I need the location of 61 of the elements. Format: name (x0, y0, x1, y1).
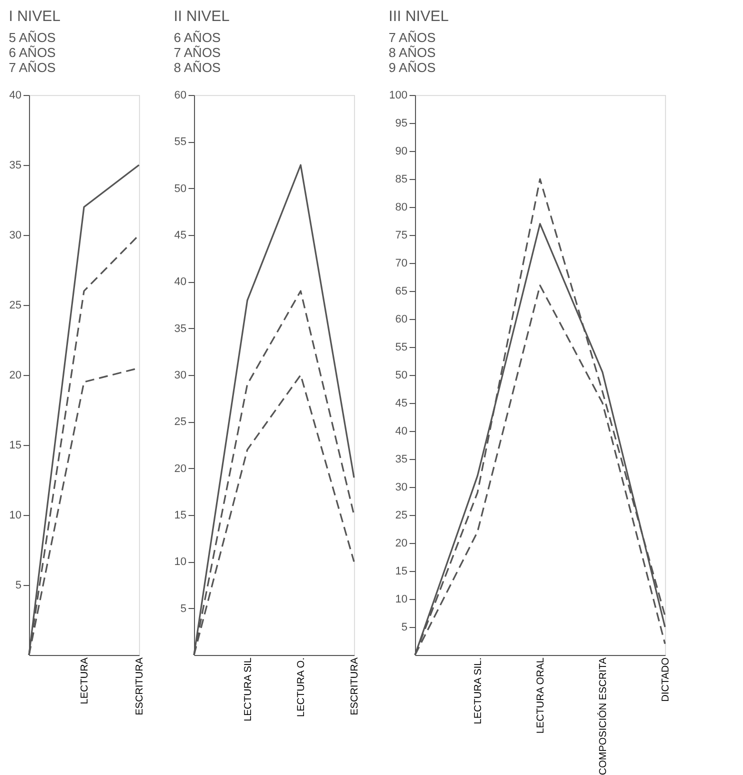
y-tick-label: 45 (395, 398, 408, 410)
y-tick-label: 35 (395, 454, 408, 466)
text: 7 AÑOS (388, 30, 436, 45)
y-tick-label: 75 (395, 230, 408, 242)
y-tick-label: 25 (174, 416, 186, 428)
y-tick-label: 5 (15, 580, 22, 592)
x-tick-label: ESCRITURA (134, 657, 146, 716)
y-tick-label: 20 (9, 370, 22, 382)
y-tick-label: 40 (395, 426, 408, 438)
y-tick-label: 55 (395, 342, 408, 354)
y-tick-label: 85 (395, 174, 408, 186)
text: 8 AÑOS (174, 60, 222, 75)
x-tick-label: DICTADO (660, 657, 672, 702)
y-tick-label: 65 (395, 286, 408, 298)
y-tick-label: 15 (174, 510, 186, 522)
x-tick-label: ESCRITURA (350, 657, 360, 716)
y-tick-label: 30 (395, 482, 408, 494)
y-tick-label: 45 (174, 230, 186, 242)
y-tick-label: 15 (9, 440, 22, 452)
y-tick-label: 60 (395, 314, 408, 326)
y-tick-label: 5 (180, 602, 186, 615)
y-tick-label: 25 (9, 300, 22, 312)
x-tick-label: LECTURA O. (296, 658, 308, 717)
y-tick-label: 100 (389, 90, 408, 102)
y-tick-label: 70 (395, 258, 408, 270)
x-tick-label: LECTURA SIL (242, 657, 254, 722)
y-tick-label: 30 (174, 370, 186, 382)
y-tick-label: 20 (395, 538, 408, 550)
x-tick-label: LECTURA SIL. (473, 658, 484, 724)
y-tick-label: 95 (395, 118, 408, 130)
y-tick-label: 90 (395, 146, 408, 158)
chart-title: II NIVEL (174, 8, 230, 25)
y-tick-label: 35 (9, 160, 22, 172)
y-tick-label: 10 (9, 510, 22, 522)
text: 7 AÑOS (8, 60, 56, 75)
text: 9 AÑOS (388, 60, 436, 75)
x-tick-label: COMPOSICIÓN ESCRITA (597, 657, 609, 775)
chart-title: I NIVEL (8, 8, 60, 25)
y-tick-label: 80 (395, 202, 408, 214)
y-tick-label: 50 (174, 182, 186, 195)
y-tick-label: 35 (174, 322, 186, 335)
y-tick-label: 10 (395, 594, 408, 606)
chart-title: III NIVEL (388, 8, 449, 25)
text: 8 AÑOS (388, 45, 436, 60)
text: 6 AÑOS (174, 30, 222, 45)
y-tick-label: 20 (174, 462, 186, 475)
y-tick-label: 25 (395, 510, 408, 522)
text: 6 AÑOS (8, 45, 56, 60)
text: 7 AÑOS (174, 45, 222, 60)
text: 5 AÑOS (8, 30, 56, 45)
y-tick-label: 30 (9, 230, 22, 242)
y-tick-label: 60 (174, 90, 186, 102)
y-tick-label: 10 (174, 556, 186, 568)
y-tick-label: 5 (401, 622, 408, 634)
x-tick-label: LECTURA ORAL (536, 657, 546, 734)
x-tick-label: LECTURA (80, 657, 90, 704)
y-tick-label: 50 (395, 370, 408, 382)
y-tick-label: 15 (395, 566, 408, 578)
y-tick-label: 40 (174, 276, 186, 288)
y-tick-label: 55 (174, 136, 186, 148)
y-tick-label: 40 (9, 90, 22, 102)
